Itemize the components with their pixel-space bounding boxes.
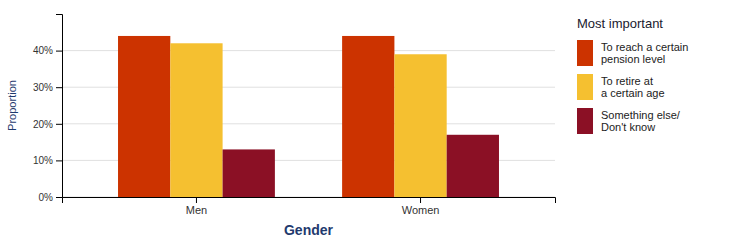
y-tick-mark	[56, 87, 62, 88]
y-tick: 30%	[33, 82, 62, 93]
y-axis: 0% 10% 20% 30% 40%	[33, 15, 63, 203]
y-tick-label: 0%	[39, 192, 54, 203]
y-tick-mark	[56, 197, 62, 198]
bar-series	[170, 43, 446, 197]
bar	[342, 36, 394, 197]
chart: 0% 10% 20% 30% 40% Men Women Gender Proportion Mo…	[0, 0, 730, 243]
bar	[118, 36, 170, 197]
legend-title: Most important	[577, 16, 663, 31]
x-tick-label: Men	[186, 204, 207, 216]
bar	[170, 43, 222, 197]
legend-item: To retire ata certain age	[577, 74, 665, 100]
y-tick: 0%	[39, 192, 62, 203]
y-tick-mark	[56, 124, 62, 125]
legend-swatch	[577, 108, 593, 134]
x-tick-label: Women	[402, 204, 440, 216]
x-axis-line	[63, 198, 556, 204]
x-axis: Men Women	[63, 197, 556, 216]
legend-label: To reach a certainpension level	[601, 41, 688, 65]
legend-item: To reach a certainpension level	[577, 40, 688, 66]
x-tick: Women	[402, 197, 440, 216]
legend-swatch	[577, 40, 593, 66]
y-tick: 10%	[33, 155, 62, 166]
bar-series	[118, 36, 394, 197]
bar	[223, 149, 275, 197]
legend-item: Something else/Don't know	[577, 108, 681, 134]
y-tick-label: 40%	[33, 45, 53, 56]
x-tick: Men	[186, 197, 207, 216]
x-tick-mark	[420, 197, 421, 203]
x-tick-mark	[196, 197, 197, 203]
x-axis-title: Gender	[284, 222, 334, 238]
y-axis-line	[56, 15, 63, 198]
bar	[394, 54, 446, 197]
y-tick-label: 20%	[33, 119, 53, 130]
legend: Most important To reach a certainpension …	[577, 16, 688, 134]
bar	[447, 135, 499, 197]
y-axis-title: Proportion	[6, 80, 18, 131]
legend-swatch	[577, 74, 593, 100]
y-tick-label: 10%	[33, 155, 53, 166]
bar-series	[223, 135, 499, 197]
bars	[118, 36, 499, 197]
plot: 0% 10% 20% 30% 40% Men Women	[33, 15, 556, 216]
legend-label: To retire ata certain age	[601, 75, 665, 99]
y-tick-label: 30%	[33, 82, 53, 93]
y-tick-mark	[56, 160, 62, 161]
legend-label: Something else/Don't know	[601, 109, 681, 133]
y-tick: 40%	[33, 45, 62, 56]
y-tick: 20%	[33, 119, 62, 130]
y-tick-mark	[56, 51, 62, 52]
